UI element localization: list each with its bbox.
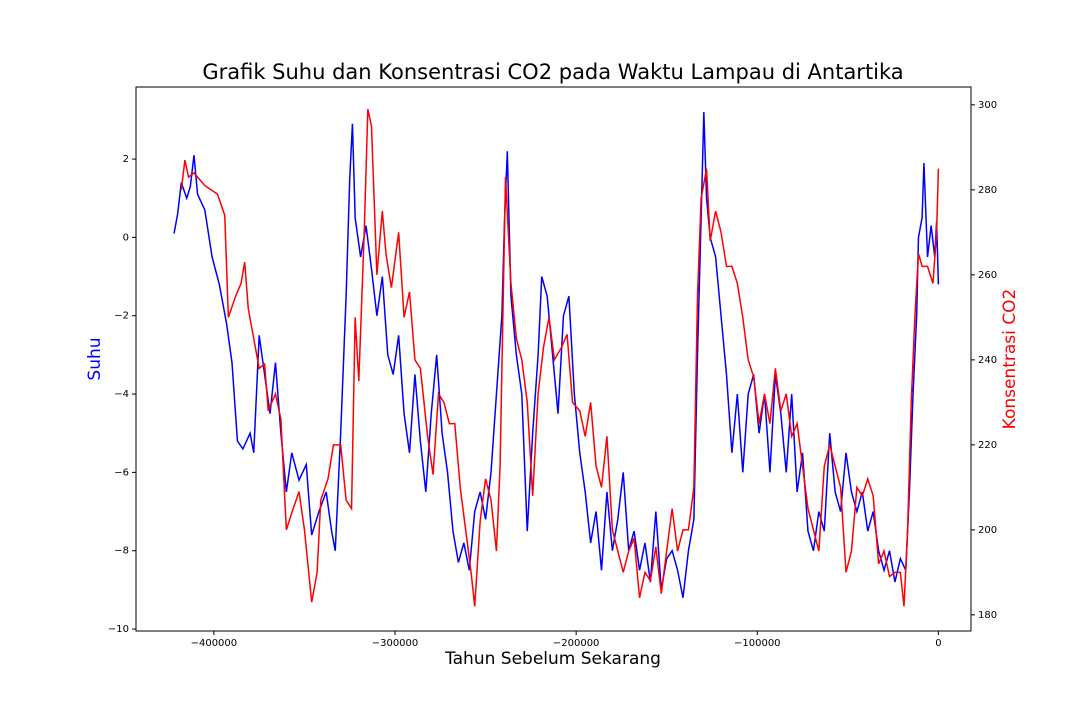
y2-tick-label: 200 [978,525,997,536]
y2-tick-label: 280 [978,185,997,196]
data-line [173,112,940,598]
x-tick-label: −100000 [734,638,781,649]
x-tick-label: −300000 [372,638,419,649]
y2-axis-label: Konsentrasi CO2 [1000,289,1020,430]
y2-tick-label: 220 [978,440,997,451]
y2-tick-label: 300 [978,100,997,111]
x-tick-label: −400000 [191,638,238,649]
y-tick-label: −6 [114,467,129,478]
x-tick-label: −200000 [553,638,600,649]
y-axis-label: Suhu [85,337,105,380]
y2-tick-label: 260 [978,270,997,281]
y2-tick-label: 180 [978,610,997,621]
x-axis-label: Tahun Sebelum Sekarang [444,649,661,669]
y-tick-label: 2 [123,154,129,165]
y-tick-label: −8 [114,546,129,557]
y-tick-label: 0 [123,232,129,243]
plot-frame [135,86,972,632]
y2-tick-label: 240 [978,355,997,366]
x-tick-label: 0 [935,638,941,649]
y-tick-label: −2 [114,311,129,322]
chart-title: Grafik Suhu dan Konsentrasi CO2 pada Wak… [202,60,903,84]
y-tick-label: −10 [108,624,129,635]
y-tick-label: −4 [114,389,129,400]
data-line [180,108,940,607]
